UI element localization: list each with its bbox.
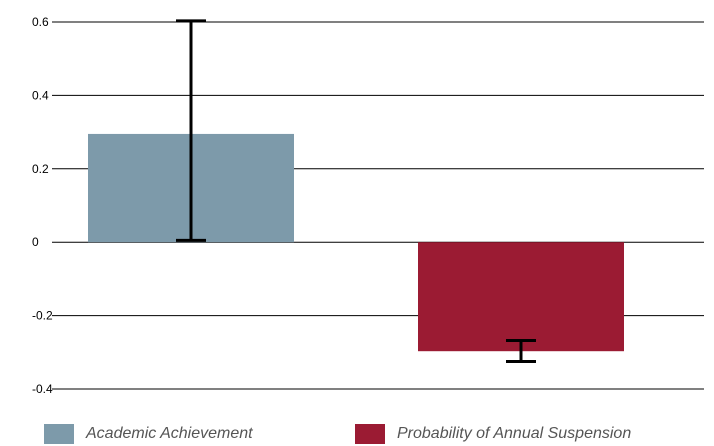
error-bar-academic-achievement [176, 19, 206, 242]
y-tick-label: 0 [32, 235, 39, 249]
y-tick-label: -0.4 [32, 382, 53, 396]
legend-swatch-academic-achievement [44, 424, 74, 444]
error-bar-probability-of-annual-suspension [506, 339, 536, 363]
error-bars [176, 19, 536, 363]
y-tick-label: 0.6 [32, 15, 49, 29]
y-tick-label: 0.4 [32, 88, 49, 102]
legend-item-academic-achievement: Academic Achievement [44, 424, 253, 444]
legend: Academic Achievement Probability of Annu… [0, 424, 714, 446]
bar-probability-of-annual-suspension [418, 242, 624, 352]
y-tick-label: -0.2 [32, 309, 53, 323]
y-tick-label: 0.2 [32, 162, 49, 176]
legend-label-probability-of-annual-suspension: Probability of Annual Suspension [397, 425, 632, 442]
legend-item-probability-of-annual-suspension: Probability of Annual Suspension [355, 424, 631, 444]
legend-swatch-probability-of-annual-suspension [355, 424, 385, 444]
bars [88, 133, 624, 352]
y-axis-tick-labels: 0.6 0.4 0.2 0 -0.2 -0.4 [32, 15, 53, 396]
legend-label-academic-achievement: Academic Achievement [86, 425, 253, 442]
